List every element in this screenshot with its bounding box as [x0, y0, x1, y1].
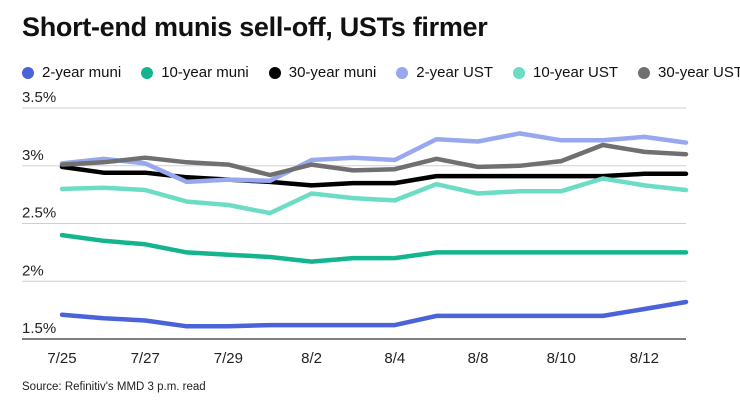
- legend-swatch-2yr-muni: [22, 66, 34, 79]
- series-line-10-year-muni: [59, 232, 689, 264]
- legend-item-30yr-muni: 30-year muni: [268, 64, 377, 81]
- chart-title: Short-end munis sell-off, USTs firmer: [22, 12, 488, 42]
- y-tick-label: 3.5%: [22, 89, 56, 106]
- legend-swatch-30yr-muni: [268, 66, 281, 79]
- legend-swatch-30yr-ust: [638, 66, 651, 79]
- legend-swatch-10yr-ust: [512, 66, 525, 79]
- legend-label-30yr-ust: 30-year UST: [658, 64, 740, 81]
- x-tick-label: 8/2: [301, 350, 322, 367]
- series-line-2-year-muni: [59, 299, 689, 329]
- legend-item-30yr-ust: 30-year UST: [638, 64, 740, 81]
- series-line-2-year-ust: [59, 131, 689, 185]
- legend-item-2yr-ust: 2-year UST: [396, 64, 493, 81]
- y-tick-label: 3%: [22, 147, 44, 164]
- x-tick-label: 7/25: [47, 350, 76, 367]
- legend-label-30yr-muni: 30-year muni: [288, 64, 377, 81]
- legend-label-2yr-muni: 2-year muni: [42, 64, 122, 81]
- legend-swatch-10yr-muni: [141, 66, 154, 79]
- series-line-10-year-ust: [59, 176, 689, 216]
- x-tick-label: 7/27: [131, 350, 160, 367]
- legend-label-2yr-ust: 2-year UST: [416, 64, 493, 81]
- y-tick-label: 1.5%: [22, 320, 56, 337]
- y-tick-label: 2.5%: [22, 205, 56, 222]
- legend: 2-year muni 10-year muni 30-year muni 2-…: [22, 64, 740, 81]
- legend-swatch-2yr-ust: [396, 66, 409, 79]
- x-tick-label: 8/8: [468, 350, 489, 367]
- legend-label-10yr-muni: 10-year muni: [161, 64, 249, 81]
- y-tick-label: 2%: [22, 262, 44, 279]
- x-tick-label: 8/4: [384, 350, 405, 367]
- legend-label-10yr-ust: 10-year UST: [532, 64, 619, 81]
- source-note: Source: Refinitiv's MMD 3 p.m. read: [22, 381, 206, 393]
- x-tick-label: 7/29: [214, 350, 243, 367]
- x-tick-label: 8/12: [630, 350, 659, 367]
- series-line-30-year-ust: [59, 142, 689, 178]
- x-tick-label: 8/10: [547, 350, 576, 367]
- legend-item-2yr-muni: 2-year muni: [22, 64, 121, 81]
- legend-item-10yr-muni: 10-year muni: [141, 64, 249, 81]
- legend-item-10yr-ust: 10-year UST: [512, 64, 619, 81]
